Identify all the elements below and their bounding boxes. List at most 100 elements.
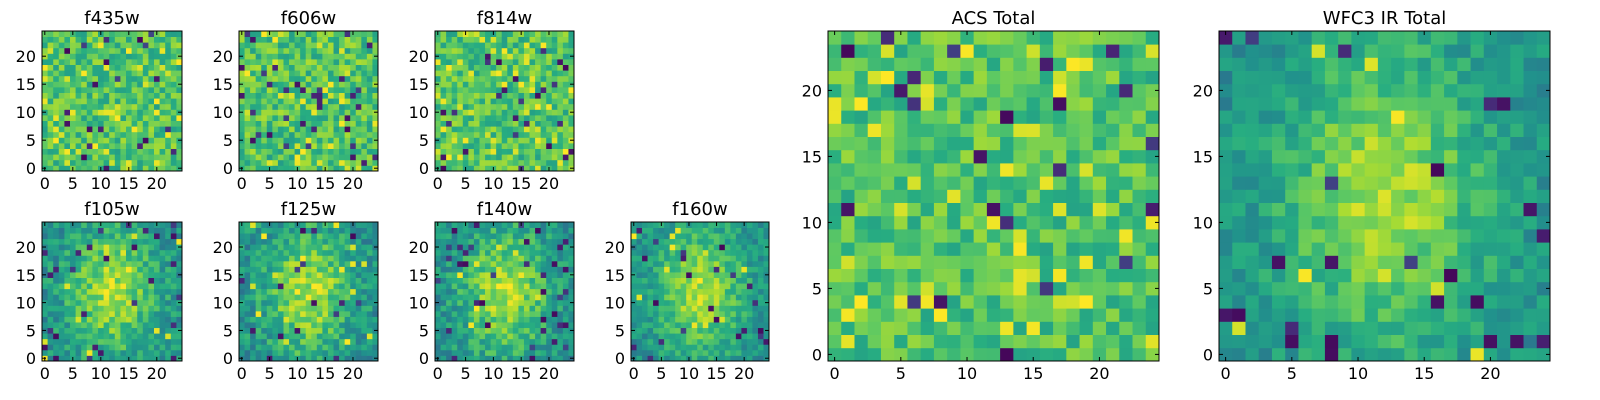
heatmap-cell: [64, 244, 71, 251]
x-tick-label: 20: [539, 174, 559, 193]
heatmap-cell: [1145, 215, 1160, 230]
heatmap-cell: [372, 333, 379, 340]
heatmap-cell: [86, 255, 93, 262]
heatmap-cell: [176, 344, 183, 351]
heatmap-cell: [636, 288, 643, 295]
heatmap-cell: [344, 42, 351, 49]
heatmap-cell: [137, 338, 144, 345]
heatmap-cell: [724, 316, 731, 323]
heatmap-cell: [675, 322, 682, 329]
heatmap-cell: [98, 148, 104, 155]
heatmap-cell: [440, 120, 447, 127]
heatmap-cell: [344, 244, 351, 251]
heatmap-cell: [255, 266, 262, 273]
heatmap-cell: [490, 109, 497, 116]
heatmap-cell: [372, 310, 379, 317]
heatmap-cell: [440, 344, 447, 351]
heatmap-cell: [261, 115, 268, 121]
heatmap-cell: [316, 305, 323, 312]
heatmap-cell: [551, 249, 558, 256]
heatmap-cell: [636, 227, 643, 234]
heatmap-cell: [451, 222, 458, 228]
heatmap-cell: [697, 266, 704, 273]
heatmap-cell: [468, 266, 475, 273]
heatmap-cell: [1066, 189, 1080, 203]
heatmap-cell: [669, 244, 676, 251]
heatmap-cell: [333, 283, 340, 290]
heatmap-cell: [344, 53, 351, 60]
heatmap-cell: [907, 255, 922, 269]
heatmap-cell: [327, 260, 334, 267]
heatmap-cell: [557, 148, 564, 155]
heatmap-cell: [239, 255, 245, 262]
heatmap-cell: [507, 109, 514, 116]
heatmap-cell: [636, 260, 643, 267]
heatmap-cell: [1053, 321, 1067, 335]
heatmap-cell: [763, 266, 770, 273]
heatmap-cell: [462, 249, 469, 256]
heatmap-cell: [327, 70, 334, 77]
heatmap-cell: [735, 322, 742, 329]
heatmap-cell: [529, 233, 536, 240]
heatmap-cell: [176, 87, 183, 93]
heatmap-cell: [1145, 347, 1160, 362]
heatmap-cell: [867, 149, 882, 164]
heatmap-cell: [757, 310, 764, 317]
heatmap-cell: [894, 268, 908, 283]
heatmap-cell: [1079, 334, 1094, 349]
heatmap-cell: [53, 233, 60, 240]
heatmap-cell: [735, 238, 742, 245]
heatmap-cell: [763, 338, 770, 345]
heatmap-cell: [669, 222, 676, 228]
heatmap-cell: [300, 338, 307, 345]
heatmap-cell: [1132, 189, 1147, 203]
heatmap-cell: [724, 283, 731, 290]
heatmap-cell: [283, 277, 290, 284]
heatmap-cell: [170, 64, 177, 71]
heatmap-cell: [518, 249, 525, 256]
heatmap-cell: [305, 349, 312, 356]
heatmap-cell: [142, 42, 149, 49]
heatmap-cell: [114, 120, 121, 127]
heatmap-cell: [557, 75, 564, 82]
heatmap-cell: [446, 81, 453, 88]
heatmap-cell: [350, 260, 357, 267]
heatmap-cell: [300, 148, 307, 155]
heatmap-cell: [562, 338, 569, 345]
heatmap-cell: [1079, 189, 1094, 203]
heatmap-cell: [311, 103, 318, 110]
heatmap-cell: [305, 115, 312, 121]
heatmap-cell: [170, 349, 177, 356]
heatmap-cell: [250, 53, 257, 60]
heatmap-cell: [986, 215, 1001, 230]
heatmap-cell: [496, 283, 503, 290]
heatmap-cell: [562, 154, 569, 161]
heatmap-cell: [103, 87, 110, 93]
heatmap-cell: [350, 316, 357, 323]
heatmap-cell: [496, 322, 503, 329]
heatmap-cell: [1013, 189, 1027, 203]
heatmap-cell: [973, 215, 988, 230]
heatmap-cell: [250, 260, 257, 267]
heatmap-cell: [53, 283, 60, 290]
heatmap-cell: [131, 322, 138, 329]
heatmap-cell: [327, 238, 334, 245]
heatmap-cell: [529, 310, 536, 317]
heatmap-cell: [1119, 202, 1133, 217]
heatmap-cell: [1132, 295, 1147, 309]
heatmap-cell: [562, 305, 569, 312]
heatmap-cell: [1119, 229, 1133, 243]
heatmap-cell: [261, 255, 268, 262]
heatmap-cell: [64, 154, 71, 161]
heatmap-cell: [148, 355, 155, 362]
heatmap-cell: [440, 109, 447, 116]
heatmap-cell: [350, 75, 357, 82]
heatmap-cell: [159, 310, 166, 317]
heatmap-cell: [485, 266, 491, 273]
heatmap-cell: [277, 120, 284, 127]
heatmap-cell: [355, 227, 362, 234]
heatmap-cell: [479, 165, 486, 172]
heatmap-cell: [64, 120, 71, 127]
heatmap-cell: [272, 92, 279, 99]
